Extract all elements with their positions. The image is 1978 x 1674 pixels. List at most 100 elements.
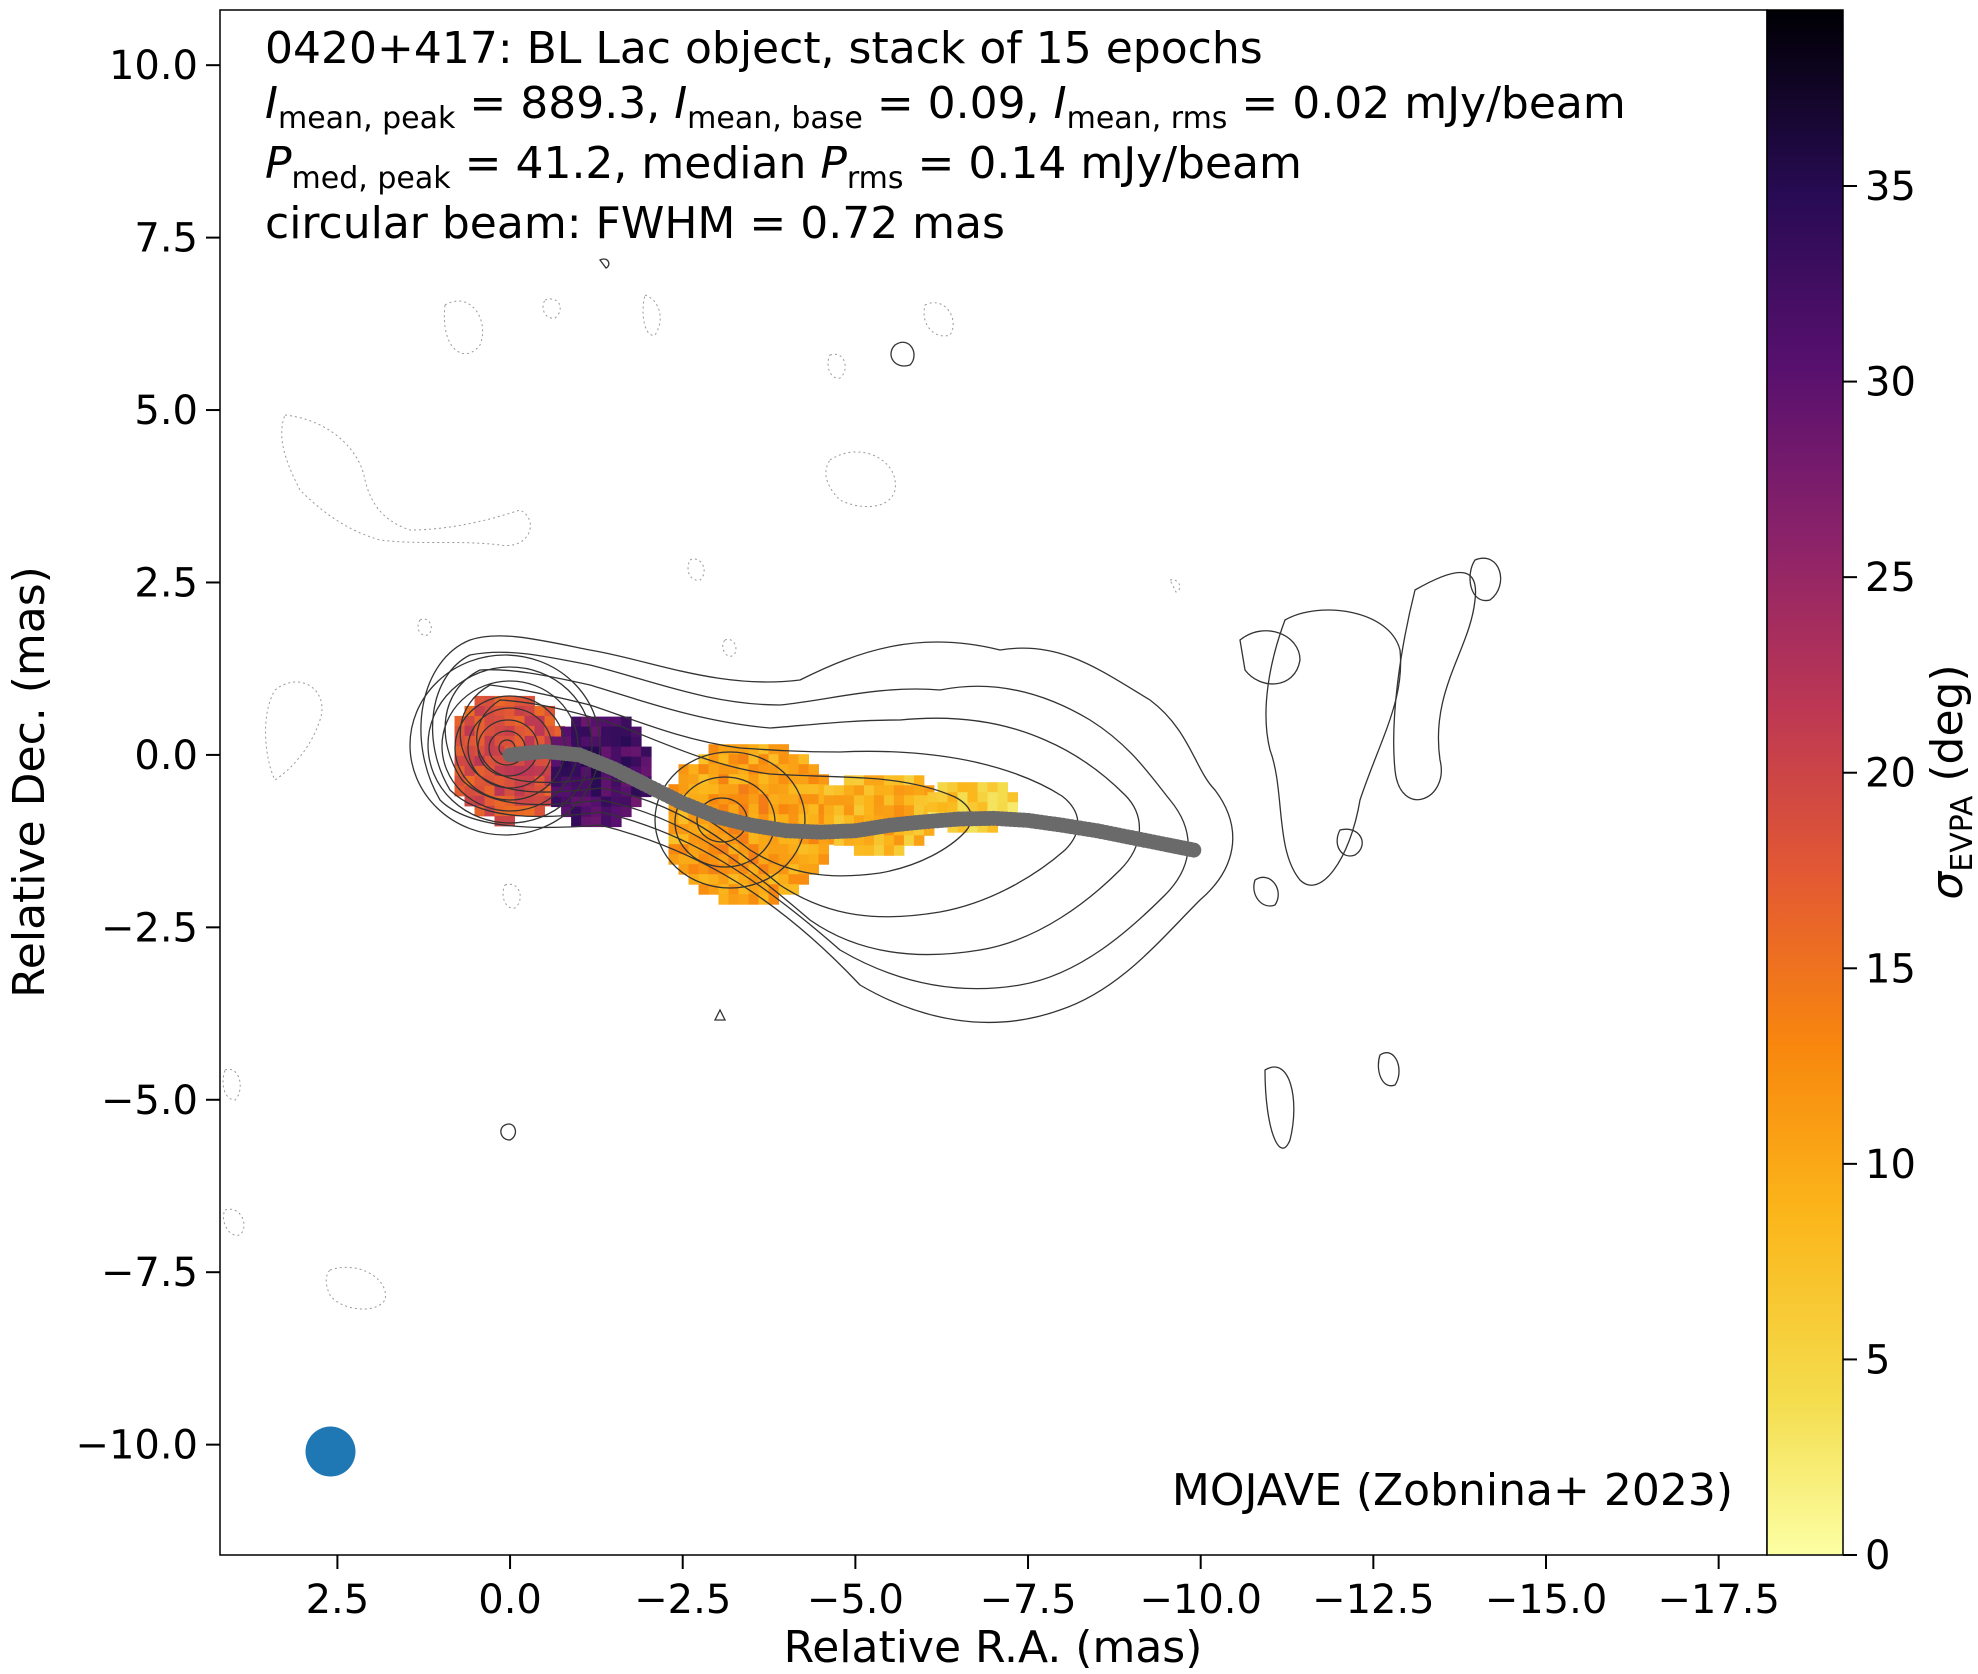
- heatmap-pixel: [688, 764, 699, 775]
- heatmap-pixel: [474, 805, 485, 817]
- heatmap-pixel: [621, 806, 632, 818]
- heatmap-pixel: [494, 765, 505, 777]
- heatmap-pixel: [688, 864, 699, 875]
- heatmap-pixel: [768, 834, 779, 845]
- colorbar-tick-label: 10: [1865, 1142, 1916, 1188]
- x-tick-label: −5.0: [807, 1577, 904, 1623]
- heatmap-pixel: [873, 805, 885, 816]
- heatmap-pixel: [873, 775, 885, 786]
- heatmap-pixel: [728, 804, 739, 815]
- heatmap-pixel: [768, 794, 779, 805]
- heatmap-pixel: [524, 735, 535, 747]
- heatmap-pixel: [544, 795, 555, 807]
- heatmap-pixel: [718, 754, 729, 765]
- heatmap-pixel: [698, 794, 709, 805]
- heatmap-pixel: [728, 754, 739, 765]
- colorbar: [1766, 9, 1844, 1556]
- heatmap-pixel: [591, 796, 602, 808]
- heatmap-pixel: [504, 785, 515, 797]
- heatmap-pixel: [823, 805, 835, 816]
- heatmap-pixel: [611, 716, 622, 728]
- heatmap-pixel: [758, 864, 769, 875]
- heatmap-pixel: [484, 715, 495, 727]
- heatmap-pixel: [798, 834, 809, 845]
- heatmap-pixel: [708, 824, 719, 835]
- heatmap-pixel: [913, 805, 925, 816]
- heatmap-pixel: [551, 766, 562, 778]
- heatmap-pixel: [698, 884, 709, 895]
- heatmap-pixel: [668, 814, 679, 825]
- heatmap-pixel: [601, 806, 612, 818]
- heatmap-pixel: [514, 805, 525, 817]
- heatmap-pixel: [768, 894, 779, 905]
- heatmap-pixel: [534, 775, 545, 787]
- heatmap-pixel: [571, 806, 582, 818]
- heatmap-pixel: [778, 804, 789, 815]
- heatmap-pixel: [464, 765, 475, 777]
- heatmap-pixel: [698, 774, 709, 785]
- heatmap-pixel: [883, 785, 895, 796]
- heatmap-pixel: [768, 774, 779, 785]
- heatmap-pixel: [708, 754, 719, 765]
- heatmap-pixel: [708, 854, 719, 865]
- heatmap-pixel: [581, 816, 592, 828]
- heatmap-pixel: [748, 874, 759, 885]
- heatmap-pixel: [464, 775, 475, 787]
- heatmap-pixel: [893, 775, 905, 786]
- heatmap-pixel: [778, 874, 789, 885]
- heatmap-pixel: [494, 735, 505, 747]
- heatmap-pixel: [621, 736, 632, 748]
- heatmap-pixel: [863, 815, 875, 826]
- heatmap-pixel: [484, 705, 495, 717]
- heatmap-pixel: [788, 814, 799, 825]
- heatmap-pixel: [873, 785, 885, 796]
- heatmap-pixel: [698, 754, 709, 765]
- y-tick-label: 2.5: [134, 560, 198, 606]
- heatmap-pixel: [923, 825, 935, 836]
- heatmap-pixel: [591, 746, 602, 758]
- heatmap-pixel: [977, 782, 988, 793]
- heatmap-pixel: [601, 776, 612, 788]
- heatmap-pixel: [947, 802, 958, 813]
- heatmap-pixel: [621, 746, 632, 758]
- heatmap-pixel: [818, 804, 829, 815]
- heatmap-pixel: [758, 874, 769, 885]
- heatmap-pixel: [913, 825, 925, 836]
- heatmap-pixel: [641, 756, 652, 768]
- heatmap-pixel: [828, 834, 839, 845]
- heatmap-pixel: [818, 784, 829, 795]
- heatmap-pixel: [631, 786, 642, 798]
- heatmap-pixel: [718, 884, 729, 895]
- heatmap-pixel: [474, 775, 485, 787]
- heatmap-pixel: [718, 854, 729, 865]
- heatmap-pixel: [853, 775, 865, 786]
- heatmap-pixel: [818, 844, 829, 855]
- heatmap-pixel: [823, 815, 835, 826]
- heatmap-pixel: [494, 725, 505, 737]
- heatmap-pixel: [571, 766, 582, 778]
- heatmap-pixel: [967, 802, 978, 813]
- heatmap-pixel: [678, 764, 689, 775]
- x-tick-label: 0.0: [478, 1577, 542, 1623]
- heatmap-pixel: [678, 774, 689, 785]
- heatmap-pixel: [534, 805, 545, 817]
- heatmap-pixel: [788, 844, 799, 855]
- heatmap-pixel: [997, 782, 1008, 793]
- y-tick-label: −10.0: [75, 1423, 198, 1469]
- heatmap-pixel: [678, 834, 689, 845]
- heatmap-pixel: [688, 854, 699, 865]
- heatmap-pixel: [708, 764, 719, 775]
- heatmap-pixel: [561, 766, 572, 778]
- heatmap-pixel: [698, 874, 709, 885]
- heatmap-pixel: [464, 725, 475, 737]
- heatmap-pixel: [947, 782, 958, 793]
- heatmap-pixel: [534, 755, 545, 767]
- heatmap-pixel: [454, 755, 465, 767]
- heatmap-pixel: [514, 725, 525, 737]
- heatmap-pixel: [738, 854, 749, 865]
- heatmap-pixel: [728, 824, 739, 835]
- heatmap-pixel: [843, 775, 855, 786]
- heatmap-pixel: [524, 725, 535, 737]
- heatmap-pixel: [788, 754, 799, 765]
- heatmap-pixel: [464, 735, 475, 747]
